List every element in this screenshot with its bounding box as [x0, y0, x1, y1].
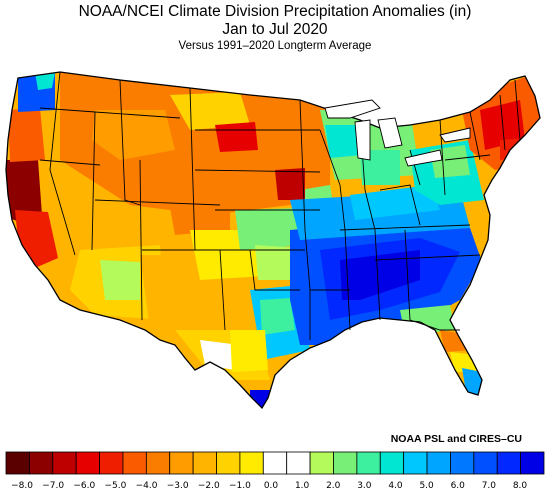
legend-swatch: [145, 451, 171, 475]
legend-tick-label: −4.0: [136, 481, 158, 491]
us-precipitation-anomaly-map: [5, 71, 541, 409]
legend-swatch: [473, 451, 498, 475]
legend-swatch: [496, 451, 522, 475]
legend-tick-label: −2.0: [198, 481, 220, 491]
legend-swatch: [403, 451, 428, 475]
legend-tick-label: 8.0: [513, 481, 528, 491]
legend-swatch: [216, 451, 241, 475]
legend-tick-label: 5.0: [419, 481, 434, 491]
legend-swatch: [122, 451, 147, 475]
legend-swatch: [286, 451, 311, 475]
legend-tick-label: 6.0: [451, 481, 466, 491]
legend-tick-label: 1.0: [295, 481, 310, 491]
legend-swatch: [426, 451, 451, 475]
legend-tick-label: −7.0: [42, 481, 64, 491]
legend-swatch: [75, 451, 100, 475]
legend-swatch: [262, 451, 288, 475]
legend-swatch: [99, 451, 124, 475]
great-lakes: [324, 99, 471, 167]
legend-tick-label: −8.0: [11, 481, 33, 491]
legend-swatch: [333, 451, 358, 475]
legend-tick-label: −6.0: [73, 481, 95, 491]
legend-tick-label: 7.0: [482, 481, 497, 491]
legend-swatch: [28, 451, 54, 475]
map-period: Jan to Jul 2020: [222, 21, 328, 38]
legend-tick-label: −3.0: [167, 481, 189, 491]
legend-tick-label: −1.0: [229, 481, 251, 491]
legend-swatch: [5, 451, 30, 475]
map-subtitle: Versus 1991–2020 Longterm Average: [178, 40, 372, 52]
legend-color-boxes: [5, 451, 545, 475]
legend-tick-label: 2.0: [326, 481, 341, 491]
legend-swatch: [309, 451, 334, 475]
legend-swatch: [379, 451, 405, 475]
legend-swatch: [192, 451, 217, 475]
legend-swatch: [520, 451, 545, 475]
legend-swatch: [356, 451, 381, 475]
legend-tick-label: 4.0: [388, 481, 403, 491]
legend-tick-label: 3.0: [357, 481, 372, 491]
data-credit: NOAA PSL and CIRES–CU: [390, 433, 522, 445]
legend-swatch: [450, 451, 475, 475]
legend-swatch: [52, 451, 77, 475]
legend-tick-label: −5.0: [104, 481, 126, 491]
map-title: NOAA/NCEI Climate Division Precipitation…: [78, 3, 472, 20]
legend-tick-labels: −8.0 −7.0 −6.0 −5.0 −4.0 −3.0 −2.0 −1.0 0.0 1.0 2.…: [11, 481, 527, 491]
legend-swatch: [169, 451, 194, 475]
state-boundaries: [39, 71, 521, 340]
legend-swatch: [239, 451, 264, 475]
color-legend: −8.0 −7.0 −6.0 −5.0 −4.0 −3.0 −2.0 −1.0 0.0 1.0 2.…: [5, 451, 545, 491]
legend-tick-label: 0.0: [264, 481, 279, 491]
